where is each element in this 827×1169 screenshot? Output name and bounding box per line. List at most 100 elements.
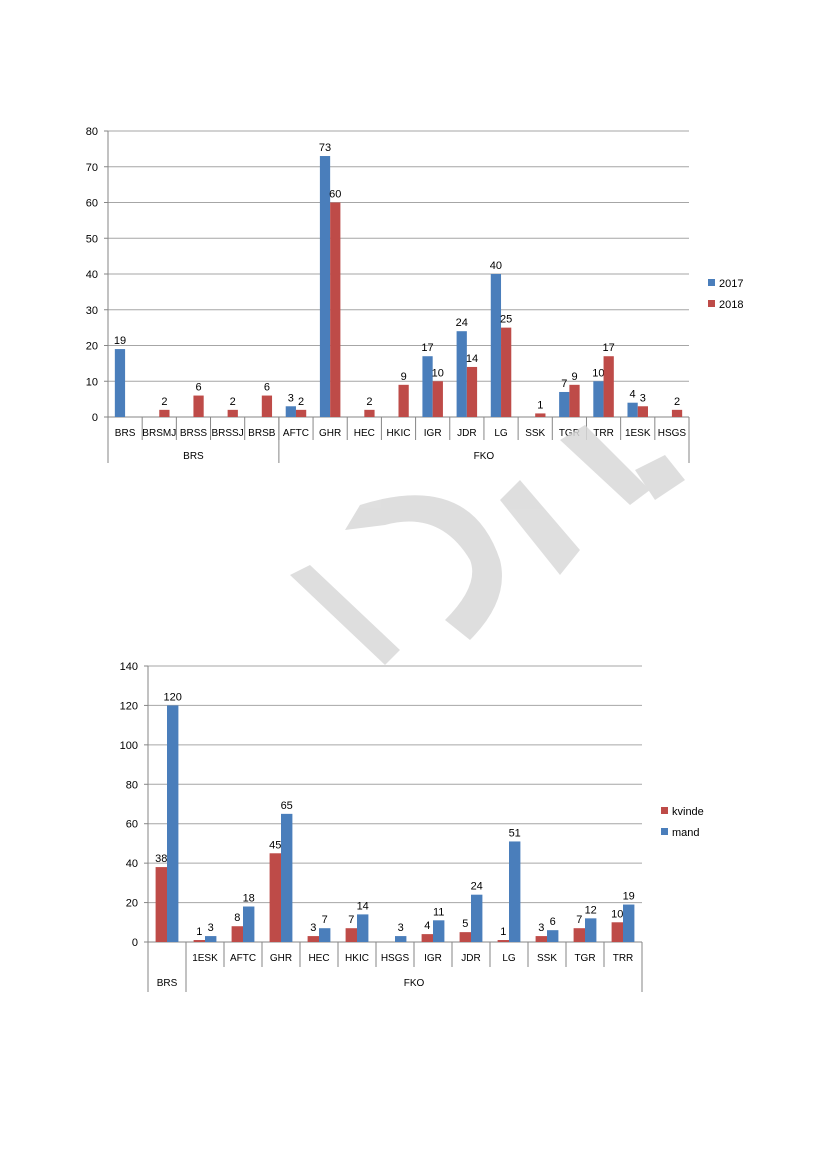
category-label: JDR xyxy=(457,428,476,439)
category-label: SSK xyxy=(525,428,545,439)
data-label: 1 xyxy=(196,926,202,938)
data-label: 17 xyxy=(421,342,433,354)
data-label: 2 xyxy=(366,396,372,408)
data-label: 1 xyxy=(500,926,506,938)
group-label: BRS xyxy=(183,451,204,462)
chart-2017-2018: 0102030405060708019BRS2BRSMJ6BRSS2BRSSJ6… xyxy=(86,126,743,463)
data-label: 14 xyxy=(357,900,369,912)
y-tick-label: 80 xyxy=(126,779,138,791)
group-label: BRS xyxy=(157,978,178,989)
bar-kvinde xyxy=(459,932,471,942)
bar-kvinde xyxy=(421,934,433,942)
bar-2017 xyxy=(114,349,126,417)
bar-mand xyxy=(281,813,293,942)
data-label: 6 xyxy=(196,382,202,394)
bar-mand xyxy=(167,705,179,942)
category-label: HKIC xyxy=(387,428,411,439)
category-label: HKIC xyxy=(345,953,369,964)
y-tick-label: 40 xyxy=(86,269,98,281)
data-label: 12 xyxy=(585,904,597,916)
category-label: IGR xyxy=(424,953,442,964)
bar-2018 xyxy=(603,356,614,417)
bar-2018 xyxy=(398,384,409,417)
data-label: 18 xyxy=(243,893,255,905)
data-label: 11 xyxy=(433,906,444,918)
data-label: 2 xyxy=(161,396,167,408)
y-tick-label: 10 xyxy=(86,376,98,388)
data-label: 3 xyxy=(288,392,294,404)
y-tick-label: 40 xyxy=(126,858,138,870)
bar-2018 xyxy=(466,366,478,417)
group-label: FKO xyxy=(404,978,425,989)
data-label: 73 xyxy=(319,142,331,154)
category-label: TRR xyxy=(593,428,614,439)
category-label: 1ESK xyxy=(192,953,218,964)
bar-mand xyxy=(623,904,635,942)
bar-2017 xyxy=(490,274,502,417)
data-label: 3 xyxy=(310,922,316,934)
category-label: BRSS xyxy=(180,428,208,439)
bar-2018 xyxy=(295,409,307,417)
bar-kvinde xyxy=(193,940,205,942)
category-label: JDR xyxy=(461,953,480,964)
data-label: 5 xyxy=(462,918,468,930)
bar-2018 xyxy=(671,409,683,417)
bar-mand xyxy=(433,920,445,942)
data-label: 40 xyxy=(490,260,502,272)
data-label: 19 xyxy=(623,891,635,903)
bar-kvinde xyxy=(345,928,357,942)
data-label: 3 xyxy=(398,922,404,934)
data-label: 14 xyxy=(466,353,478,365)
category-label: BRSSJ xyxy=(212,428,244,439)
bar-mand xyxy=(547,930,559,942)
bar-2018 xyxy=(227,409,238,417)
legend-label: mand xyxy=(672,827,700,839)
data-label: 19 xyxy=(114,335,126,347)
category-label: LG xyxy=(502,953,516,964)
category-label: HSGS xyxy=(381,953,410,964)
bar-kvinde xyxy=(155,867,167,942)
bar-kvinde xyxy=(611,922,623,942)
group-label: FKO xyxy=(474,451,495,462)
y-tick-label: 120 xyxy=(120,700,138,712)
data-label: 6 xyxy=(264,382,270,394)
data-label: 8 xyxy=(234,912,240,924)
y-tick-label: 20 xyxy=(86,341,98,353)
bar-2018 xyxy=(535,413,546,417)
category-label: TGR xyxy=(574,953,595,964)
bar-mand xyxy=(205,936,217,942)
bar-2018 xyxy=(159,409,170,417)
y-tick-label: 20 xyxy=(126,898,138,910)
bar-2017 xyxy=(559,391,570,417)
watermark-stroke xyxy=(345,495,502,640)
bar-kvinde xyxy=(497,940,509,942)
y-tick-label: 70 xyxy=(86,162,98,174)
data-label: 4 xyxy=(630,389,636,401)
bar-mand xyxy=(243,906,255,942)
category-label: GHR xyxy=(319,428,341,439)
bar-mand xyxy=(509,841,521,942)
bar-2018 xyxy=(330,202,341,417)
bar-2017 xyxy=(627,402,638,417)
category-label: AFTC xyxy=(283,428,309,439)
legend-label: 2018 xyxy=(719,299,743,311)
y-tick-label: 50 xyxy=(86,233,98,245)
data-label: 9 xyxy=(571,371,577,383)
bar-kvinde xyxy=(535,936,547,942)
bar-2018 xyxy=(501,327,512,417)
bar-2018 xyxy=(364,409,375,417)
legend-swatch-kvinde xyxy=(661,807,668,814)
category-label: HSGS xyxy=(658,428,687,439)
bar-kvinde xyxy=(269,853,281,942)
data-label: 2 xyxy=(674,396,680,408)
bar-kvinde xyxy=(231,926,243,942)
data-label: 9 xyxy=(401,371,407,383)
bar-2017 xyxy=(285,406,296,417)
legend-swatch-mand xyxy=(661,828,668,835)
data-label: 51 xyxy=(509,827,521,839)
category-label: LG xyxy=(494,428,508,439)
y-tick-label: 60 xyxy=(126,819,138,831)
data-label: 7 xyxy=(576,914,582,926)
data-label: 7 xyxy=(561,378,567,390)
